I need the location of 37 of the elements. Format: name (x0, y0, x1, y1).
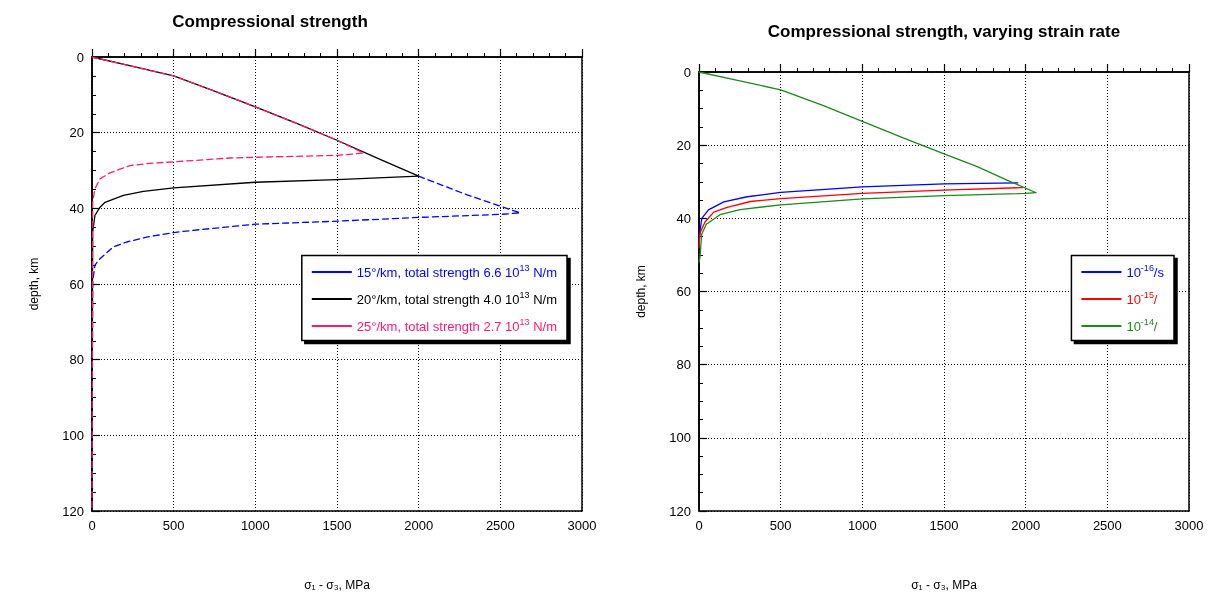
x-axis-title: σ₁ - σ₃, MPa (911, 578, 978, 592)
x-axis-title: σ₁ - σ₃, MPa (304, 578, 371, 592)
line-series (698, 71, 1037, 263)
x-tick-label: 2500 (1092, 518, 1122, 533)
x-tick-label: 1500 (322, 518, 352, 533)
x-tick-label: 1000 (847, 518, 877, 533)
y-axis-title: depth, km (634, 265, 648, 318)
x-tick-label: 500 (162, 518, 185, 533)
x-tick-label: 2000 (404, 518, 434, 533)
chart-title: Compressional strength (172, 12, 368, 31)
y-tick-label: 100 (62, 427, 84, 443)
x-tick-label: 2500 (485, 518, 515, 533)
y-tick-label: 60 (69, 276, 84, 292)
x-tick-label: 500 (769, 518, 792, 533)
x-tick-label: 1500 (929, 518, 959, 533)
y-tick-label: 120 (669, 503, 691, 519)
line-series (698, 186, 1024, 249)
x-tick-label: 1000 (240, 518, 270, 533)
y-tick-label: 100 (669, 430, 691, 446)
y-tick-label: 0 (76, 49, 84, 65)
y-tick-label: 120 (62, 503, 84, 519)
y-axis-title: depth, km (27, 257, 41, 311)
y-tick-label: 20 (676, 137, 691, 153)
y-tick-label: 0 (683, 64, 691, 80)
y-tick-label: 80 (676, 357, 691, 373)
x-tick-label: 3000 (567, 518, 597, 533)
chart-title: Compressional strength, varying strain rate (767, 22, 1121, 41)
x-tick-label: 0 (88, 518, 96, 533)
x-tick-label: 0 (695, 518, 703, 533)
y-tick-label: 60 (676, 284, 691, 299)
y-tick-label: 80 (69, 352, 84, 368)
line-series (698, 182, 1019, 241)
x-tick-label: 2000 (1011, 518, 1041, 533)
y-tick-label: 40 (69, 200, 84, 216)
y-tick-label: 40 (676, 210, 691, 226)
x-tick-label: 3000 (1174, 518, 1204, 533)
y-tick-label: 20 (69, 125, 84, 141)
